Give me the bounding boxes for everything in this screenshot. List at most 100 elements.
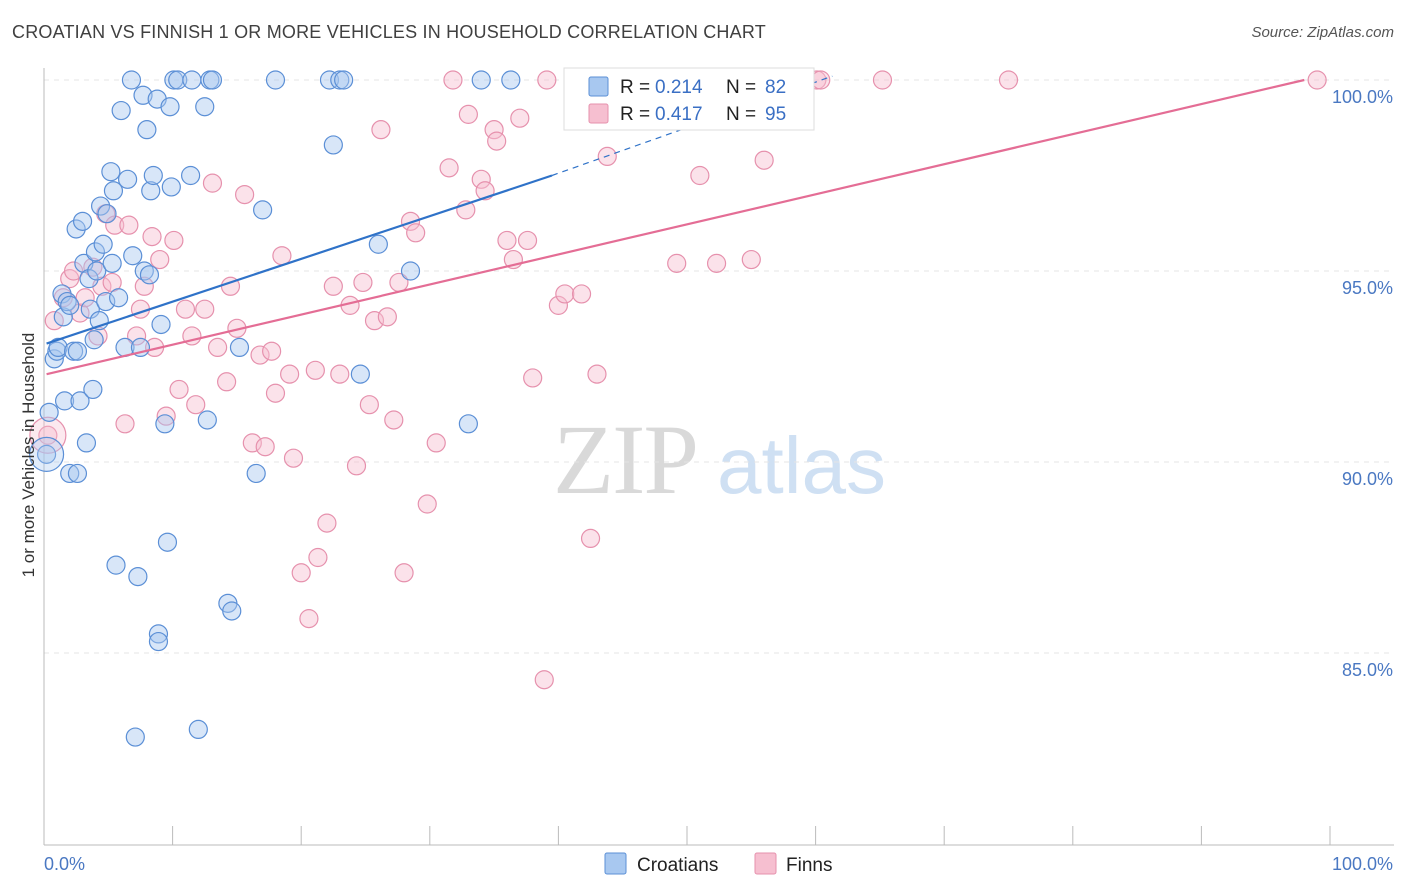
finns-point (353, 272, 373, 293)
source-label: Source: ZipAtlas.com (1251, 24, 1394, 41)
finns-point (458, 104, 478, 124)
finns-point (126, 326, 147, 346)
legend-finns-swatch (588, 103, 609, 124)
finns-point (169, 379, 189, 400)
finns-point (323, 276, 343, 296)
croatians-point (66, 219, 86, 239)
croatians-point (101, 162, 121, 182)
croatians-point (471, 70, 491, 90)
bottom-legend: Croatians Finns (604, 852, 832, 876)
croatians-point (111, 100, 131, 121)
croatians-point (143, 165, 163, 186)
croatians-point (48, 337, 68, 357)
finns-point (741, 249, 761, 270)
finns-point (175, 299, 196, 319)
legend-croatians-n-value: 82 (765, 77, 786, 98)
watermark-atlas: atlas (717, 421, 886, 510)
croatians-point (72, 211, 93, 231)
y-tick-label: 85.0% (1342, 660, 1393, 680)
croatians-point (60, 295, 80, 315)
finns-point (394, 563, 414, 583)
finns-point (262, 341, 282, 361)
croatians-point (229, 337, 250, 357)
finns-point (105, 215, 125, 235)
finns-point (667, 253, 687, 273)
croatians-point (87, 261, 107, 281)
croatians-point (319, 70, 340, 90)
croatians-point (108, 288, 129, 308)
croatians-point (134, 261, 154, 281)
croatians-point (253, 200, 273, 220)
croatians-point (93, 234, 113, 254)
finns-trend-line (46, 78, 1305, 376)
croatians-points (28, 70, 521, 747)
croatians-point (76, 433, 97, 453)
croatians-point (106, 555, 126, 575)
finns-point (346, 456, 367, 476)
finns-point (706, 253, 727, 273)
croatians-point (157, 532, 178, 552)
finns-point (523, 368, 543, 388)
croatians-point (151, 314, 171, 335)
finns-point-large (29, 416, 67, 454)
finns-point (115, 414, 135, 434)
croatians-point (70, 391, 90, 411)
finns-point (255, 437, 275, 457)
croatians-point (60, 463, 80, 484)
croatians-point (123, 246, 143, 266)
finns-point (426, 433, 446, 453)
croatians-point (96, 291, 116, 312)
croatians-point (67, 463, 88, 484)
finns-point (580, 528, 601, 549)
chart-title: CROATIAN VS FINNISH 1 OR MORE VEHICLES I… (12, 22, 766, 42)
finns-point (484, 120, 504, 140)
finns-point (400, 211, 421, 231)
legend-finns-n-label: N = (726, 104, 756, 125)
x-tick-label-min: 0.0% (44, 854, 85, 874)
y-tick-label: 90.0% (1342, 469, 1393, 489)
croatians-point (160, 97, 180, 117)
finns-point (134, 276, 154, 296)
croatians-point (121, 70, 142, 90)
finns-point (406, 223, 426, 243)
finns-point (308, 547, 328, 568)
croatians-point (44, 349, 64, 369)
croatians-point (141, 181, 161, 201)
croatians-point (39, 402, 59, 422)
croatians-point (400, 261, 421, 281)
finns-point (217, 372, 237, 392)
croatians-point-large (28, 436, 65, 472)
finns-point (534, 670, 554, 690)
finns-point (280, 364, 300, 384)
croatians-point (197, 410, 217, 430)
finns-point (471, 169, 491, 189)
finns-point (417, 494, 437, 514)
finns-point (571, 284, 592, 304)
croatians-point (103, 181, 124, 201)
croatians-point (155, 414, 175, 434)
finns-point (272, 246, 292, 266)
finns-point (317, 513, 337, 533)
x-tick-label-max: 100.0% (1332, 854, 1393, 874)
finns-point (235, 185, 255, 205)
finns-point (754, 150, 774, 170)
croatians-point (350, 364, 370, 384)
finns-point (443, 70, 463, 90)
finns-point (150, 249, 170, 270)
finns-point (283, 448, 304, 468)
croatians-point (53, 307, 73, 327)
croatians-point (246, 463, 266, 484)
finns-point (75, 288, 95, 308)
finns-point (291, 563, 311, 583)
croatians-point (125, 727, 145, 747)
croatians-point (334, 70, 354, 90)
finns-point (555, 284, 575, 304)
croatians-point (102, 253, 122, 273)
bottom-legend-finns-swatch (754, 852, 777, 875)
finns-point (487, 131, 507, 151)
finns-point (38, 425, 58, 445)
finns-point (517, 230, 538, 251)
finns-point (208, 337, 228, 357)
finns-point (156, 406, 176, 426)
